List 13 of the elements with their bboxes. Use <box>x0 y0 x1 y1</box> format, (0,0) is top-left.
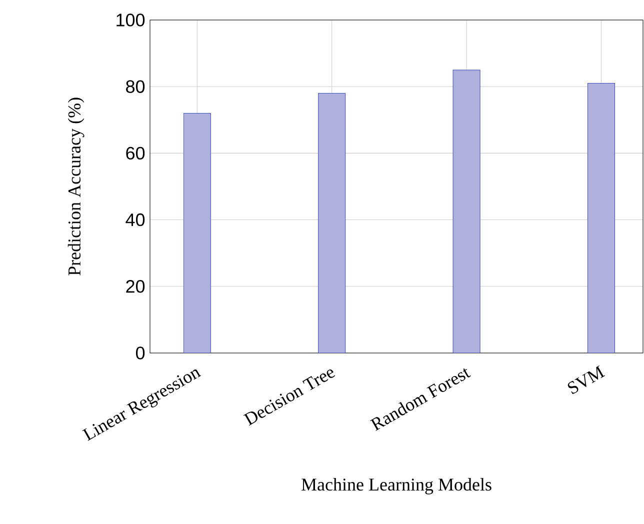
bar <box>452 70 480 353</box>
bar <box>587 82 616 353</box>
y-tick-label: 80 <box>126 80 145 93</box>
y-tick-label: 100 <box>116 14 145 26</box>
y-tick-label: 20 <box>126 280 145 293</box>
bar <box>183 112 211 353</box>
y-tick-label: 0 <box>136 346 145 360</box>
x-tick-label: SVM <box>568 366 606 394</box>
y-tick-label: 60 <box>126 146 145 160</box>
bar <box>318 92 346 353</box>
y-tick-label: 40 <box>126 213 145 226</box>
x-axis-title: Machine Learning Models <box>302 478 492 494</box>
y-axis-title: Prediction Accuracy (%) <box>68 98 84 276</box>
